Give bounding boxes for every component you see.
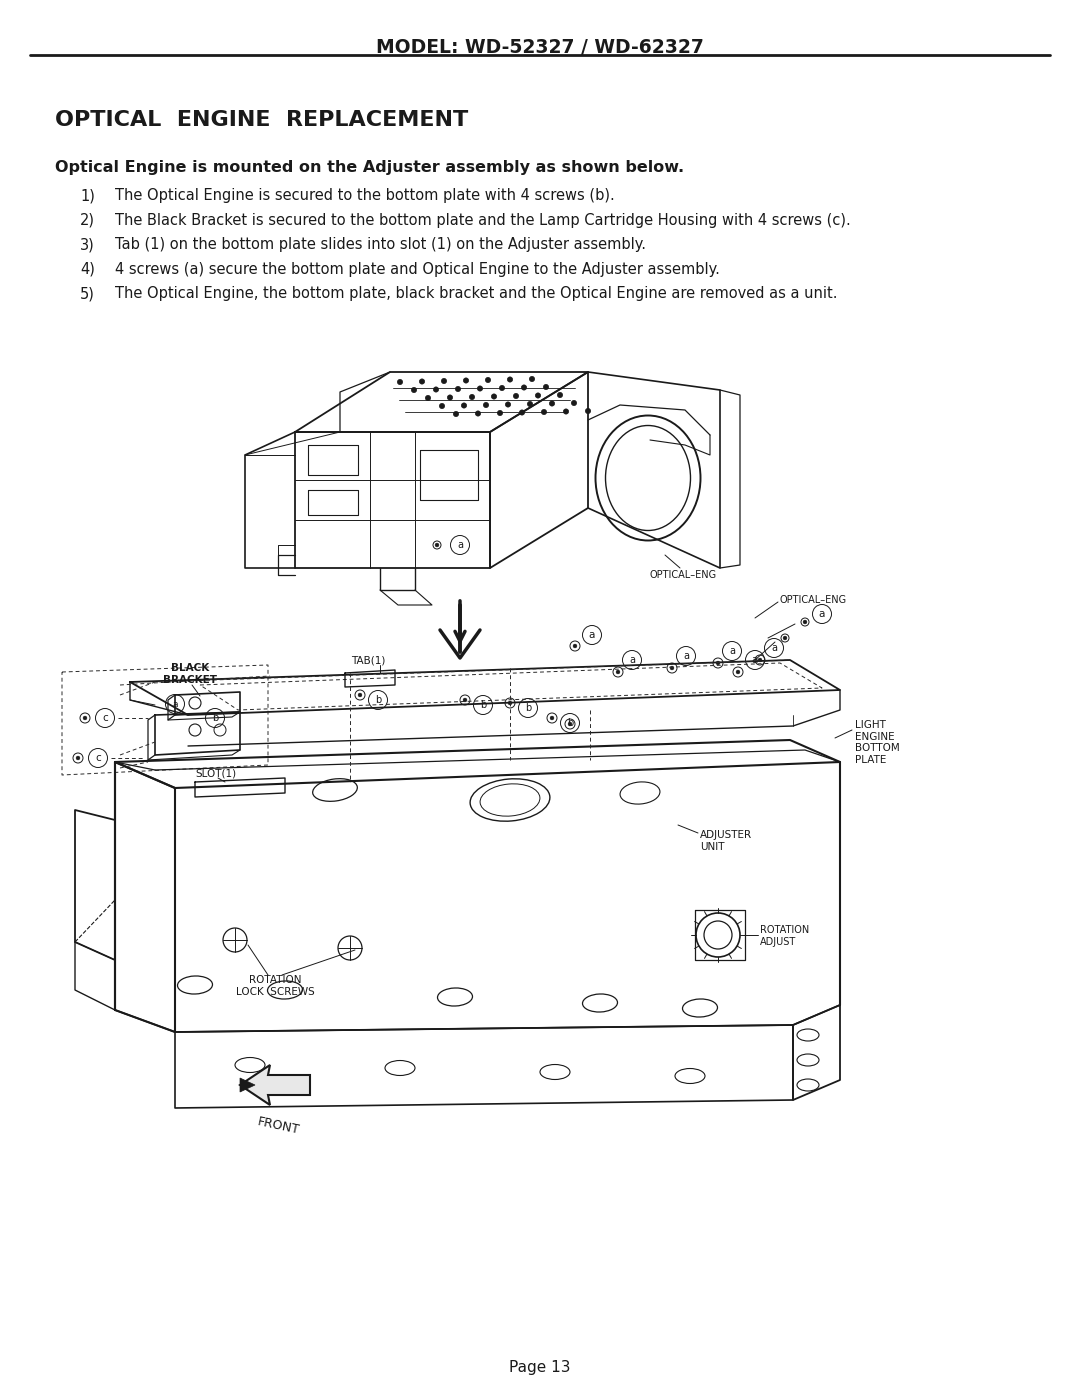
Circle shape	[426, 395, 431, 401]
Text: a: a	[172, 700, 178, 708]
Circle shape	[77, 756, 80, 760]
Circle shape	[783, 636, 787, 640]
Text: 2): 2)	[80, 212, 95, 228]
Polygon shape	[240, 1078, 255, 1092]
Text: 4 screws (a) secure the bottom plate and Optical Engine to the Adjuster assembly: 4 screws (a) secure the bottom plate and…	[114, 261, 720, 277]
Circle shape	[470, 394, 474, 400]
Text: Tab (1) on the bottom plate slides into slot (1) on the Adjuster assembly.: Tab (1) on the bottom plate slides into …	[114, 237, 646, 251]
Text: FRONT: FRONT	[256, 1115, 300, 1137]
Text: ADJUSTER
UNIT: ADJUSTER UNIT	[700, 830, 752, 852]
Circle shape	[671, 666, 674, 669]
Text: c: c	[103, 712, 108, 724]
Text: a: a	[629, 655, 635, 665]
Circle shape	[397, 380, 403, 384]
Circle shape	[440, 404, 445, 408]
Text: Optical Engine is mounted on the Adjuster assembly as shown below.: Optical Engine is mounted on the Adjuste…	[55, 161, 684, 175]
Text: b: b	[480, 700, 486, 710]
Circle shape	[456, 387, 460, 391]
Circle shape	[359, 693, 362, 697]
Circle shape	[564, 409, 568, 414]
Circle shape	[411, 387, 417, 393]
Circle shape	[527, 401, 532, 407]
Circle shape	[433, 387, 438, 393]
Circle shape	[83, 717, 86, 719]
Text: c: c	[95, 753, 100, 763]
Text: SLOT(1): SLOT(1)	[195, 768, 237, 778]
Text: ROTATION
ADJUST: ROTATION ADJUST	[760, 925, 809, 947]
Text: OPTICAL  ENGINE  REPLACEMENT: OPTICAL ENGINE REPLACEMENT	[55, 110, 469, 130]
Text: 1): 1)	[80, 189, 95, 203]
Text: a: a	[589, 630, 595, 640]
Circle shape	[477, 386, 483, 391]
Circle shape	[804, 620, 807, 624]
Circle shape	[463, 379, 469, 383]
Circle shape	[513, 394, 518, 398]
Circle shape	[485, 377, 490, 383]
Text: 3): 3)	[80, 237, 95, 251]
Text: TAB(1): TAB(1)	[351, 655, 386, 665]
Text: b: b	[375, 694, 381, 705]
Text: ROTATION
LOCK  SCREWS: ROTATION LOCK SCREWS	[235, 975, 314, 996]
Circle shape	[508, 377, 513, 383]
Text: a: a	[457, 541, 463, 550]
Circle shape	[442, 379, 447, 384]
Text: b: b	[212, 712, 218, 724]
Circle shape	[498, 411, 502, 415]
Circle shape	[447, 395, 453, 400]
Text: OPTICAL–ENG: OPTICAL–ENG	[650, 570, 717, 580]
Circle shape	[536, 393, 541, 398]
Circle shape	[541, 409, 546, 415]
Polygon shape	[240, 1065, 310, 1105]
Text: a: a	[771, 643, 777, 652]
Circle shape	[568, 722, 571, 726]
Circle shape	[550, 401, 555, 407]
Circle shape	[484, 402, 488, 408]
Text: LIGHT
ENGINE
BOTTOM
PLATE: LIGHT ENGINE BOTTOM PLATE	[855, 719, 900, 764]
Circle shape	[509, 701, 512, 705]
Circle shape	[454, 411, 459, 416]
Text: BLACK
BRACKET: BLACK BRACKET	[163, 664, 217, 685]
Text: a: a	[729, 645, 735, 657]
Circle shape	[571, 401, 577, 405]
Circle shape	[573, 644, 577, 648]
Text: OPTICAL–ENG: OPTICAL–ENG	[780, 595, 847, 605]
Circle shape	[475, 411, 481, 416]
Text: a: a	[819, 609, 825, 619]
Circle shape	[737, 671, 740, 673]
Circle shape	[557, 393, 563, 398]
Text: The Black Bracket is secured to the bottom plate and the Lamp Cartridge Housing : The Black Bracket is secured to the bott…	[114, 212, 851, 228]
Text: a: a	[683, 651, 689, 661]
Circle shape	[491, 394, 497, 400]
Circle shape	[716, 661, 719, 665]
Text: b: b	[525, 703, 531, 712]
Circle shape	[505, 402, 511, 407]
Circle shape	[617, 671, 620, 673]
Circle shape	[550, 717, 554, 719]
Text: b: b	[567, 718, 573, 728]
Text: 5): 5)	[80, 286, 95, 300]
Circle shape	[463, 698, 467, 701]
Circle shape	[499, 386, 504, 391]
Circle shape	[529, 376, 535, 381]
Text: The Optical Engine, the bottom plate, black bracket and the Optical Engine are r: The Optical Engine, the bottom plate, bl…	[114, 286, 837, 300]
Circle shape	[461, 402, 467, 408]
Text: MODEL: WD-52327 / WD-62327: MODEL: WD-52327 / WD-62327	[376, 38, 704, 57]
Circle shape	[435, 543, 438, 546]
Circle shape	[585, 408, 591, 414]
Text: Page 13: Page 13	[510, 1361, 570, 1375]
Circle shape	[543, 384, 549, 390]
Text: a: a	[752, 655, 758, 665]
Circle shape	[519, 409, 525, 415]
Text: 4): 4)	[80, 261, 95, 277]
Circle shape	[758, 658, 761, 662]
Circle shape	[419, 379, 424, 384]
Circle shape	[522, 386, 527, 390]
Text: The Optical Engine is secured to the bottom plate with 4 screws (b).: The Optical Engine is secured to the bot…	[114, 189, 615, 203]
